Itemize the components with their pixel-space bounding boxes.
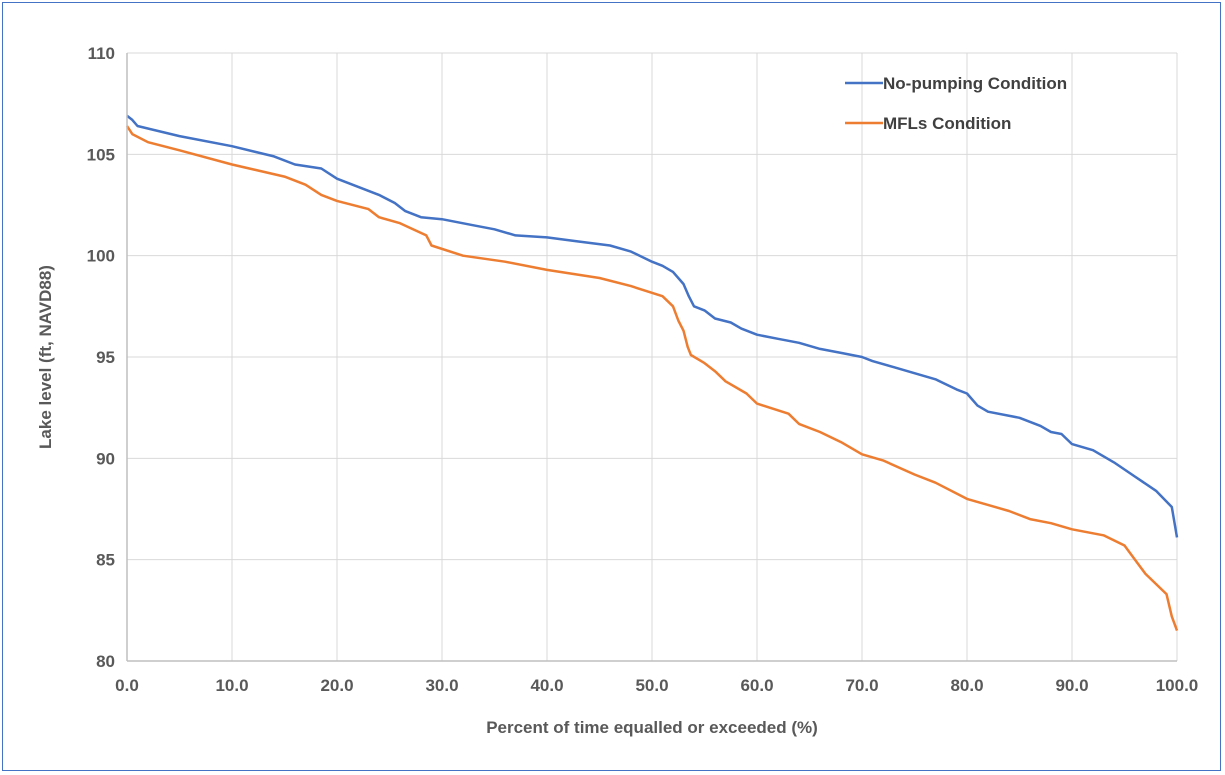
x-tick-label: 80.0	[950, 676, 983, 695]
y-tick-label: 100	[87, 247, 115, 266]
y-axis-title: Lake level (ft, NAVD88)	[36, 265, 55, 449]
axes	[126, 53, 1177, 662]
tick-labels: 0.0 10.0 20.0 30.0 40.0 50.0 60.0 70.0 80.0 90.0 1…	[87, 44, 1199, 695]
y-tick-label: 80	[96, 652, 115, 671]
x-tick-label: 50.0	[635, 676, 668, 695]
series-line-no-pumping	[126, 114, 1179, 538]
x-tick-label: 10.0	[215, 676, 248, 695]
x-tick-label: 40.0	[530, 676, 563, 695]
y-tick-label: 105	[87, 145, 115, 164]
series-lines	[125, 114, 1179, 632]
legend-label-mfls: MFLs Condition	[883, 114, 1011, 133]
legend: No-pumping Condition MFLs Condition	[845, 74, 1067, 133]
x-tick-label: 100.0	[1156, 676, 1199, 695]
gridlines	[127, 52, 1178, 661]
x-axis-title: Percent of time equalled or exceeded (%)	[486, 718, 818, 737]
x-tick-label: 90.0	[1055, 676, 1088, 695]
y-tick-label: 85	[96, 551, 115, 570]
legend-label-no-pumping: No-pumping Condition	[883, 74, 1067, 93]
series-line-mfls	[125, 125, 1179, 632]
x-tick-label: 70.0	[845, 676, 878, 695]
x-tick-label: 0.0	[115, 676, 139, 695]
x-tick-label: 20.0	[320, 676, 353, 695]
x-tick-label: 60.0	[740, 676, 773, 695]
y-tick-label: 95	[96, 348, 115, 367]
y-tick-label: 90	[96, 449, 115, 468]
y-tick-label: 110	[88, 44, 115, 63]
x-tick-label: 30.0	[425, 676, 458, 695]
